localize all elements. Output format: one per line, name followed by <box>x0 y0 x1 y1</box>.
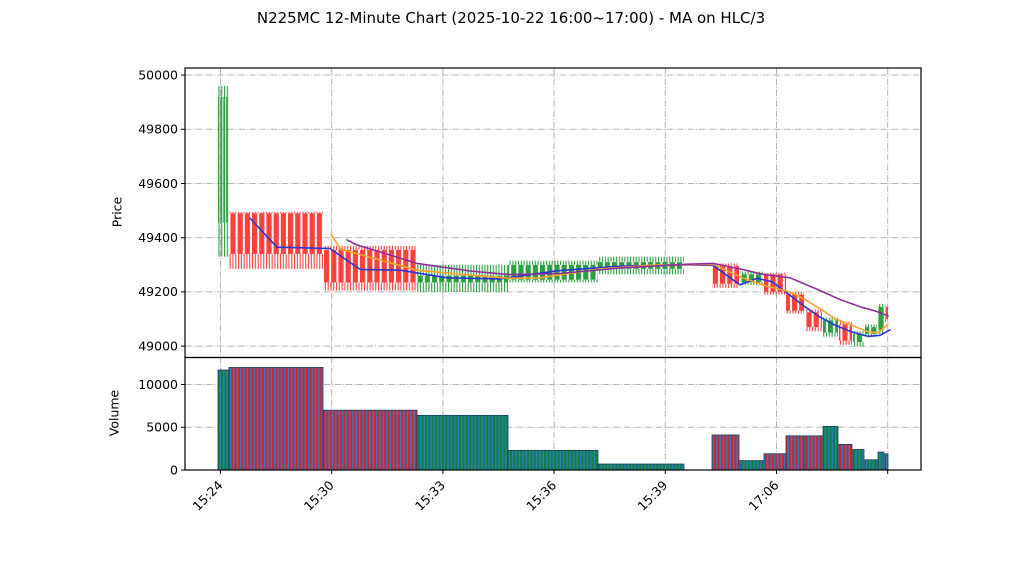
volume-panel-border <box>184 356 922 471</box>
candle-body <box>740 274 763 283</box>
x-tick-label: 15:30 <box>301 477 337 513</box>
price-tick-label: 49200 <box>138 284 178 299</box>
price-tick-label: 49000 <box>138 338 178 353</box>
candle-lower-wicks <box>417 282 508 292</box>
volume-bar <box>416 414 509 471</box>
candle-lower-wicks <box>839 340 852 345</box>
price-tick-label: 49600 <box>138 176 178 191</box>
candle-body <box>853 333 864 343</box>
candle-lower-wicks <box>786 310 804 314</box>
candle-upper-wicks <box>218 85 229 97</box>
candle-upper-wicks <box>885 305 888 307</box>
ma-fast-blue <box>249 217 891 338</box>
candle-lower-wicks <box>885 319 888 322</box>
volume-tick-label: 0 <box>170 462 178 477</box>
x-tick-label: 17:06 <box>746 477 782 513</box>
candle-lower-wicks <box>598 268 684 275</box>
volume-bar <box>884 453 889 471</box>
candle-lower-wicks <box>218 222 229 257</box>
candle-lower-wicks <box>712 283 739 288</box>
candle-upper-wicks <box>712 263 739 267</box>
candle-body <box>823 320 838 333</box>
candle-upper-wicks <box>229 211 323 214</box>
volume-bar <box>739 460 764 471</box>
ma-slow-purple <box>346 239 889 317</box>
candle-upper-wicks <box>865 324 877 328</box>
candle-lower-wicks <box>508 279 598 283</box>
volume-bar <box>852 449 865 471</box>
candle-upper-wicks <box>786 291 804 295</box>
volume-bar <box>785 435 805 471</box>
candle-body <box>805 312 822 328</box>
price-tick-label: 49800 <box>138 122 178 137</box>
candle-lower-wicks <box>740 282 763 286</box>
candle-upper-wicks <box>508 260 598 265</box>
volume-bar <box>864 459 878 471</box>
chart-title: N225MC 12-Minute Chart (2025-10-22 16:00… <box>256 9 766 27</box>
candle-lower-wicks <box>764 291 786 295</box>
candle-upper-wicks <box>323 245 417 250</box>
candle-upper-wicks <box>764 272 786 275</box>
candle-lower-wicks <box>229 253 323 269</box>
candle-lower-wicks <box>865 333 877 337</box>
volume-bar <box>838 443 853 471</box>
candle-upper-wicks <box>740 271 763 275</box>
ma-mid-orange <box>330 233 889 334</box>
candle-upper-wicks <box>598 256 684 263</box>
volume-bar <box>711 434 740 471</box>
candle-upper-wicks <box>878 304 884 307</box>
volume-bar <box>228 367 324 471</box>
x-tick-label: 15:24 <box>190 477 226 513</box>
volume-tick-label: 10000 <box>138 377 178 392</box>
candle-upper-wicks <box>823 317 838 321</box>
candle-body <box>218 96 229 223</box>
price-tick-label: 50000 <box>138 67 178 82</box>
candle-body <box>885 306 888 320</box>
candle-lower-wicks <box>853 342 864 347</box>
candle-body <box>508 264 598 280</box>
candle-lower-wicks <box>823 332 838 337</box>
volume-bar <box>507 449 599 471</box>
candle-lower-wicks <box>805 327 822 332</box>
candle-body <box>786 294 804 311</box>
volume-bar <box>822 426 839 471</box>
x-tick-label: 15:33 <box>412 478 448 514</box>
volume-tick-label: 5000 <box>146 420 178 435</box>
candle-lower-wicks <box>878 329 884 334</box>
candle-lower-wicks <box>323 282 417 291</box>
candle-upper-wicks <box>805 309 822 313</box>
candle-body <box>878 306 884 330</box>
x-tick-label: 15:36 <box>523 477 559 513</box>
price-tick-label: 49400 <box>138 230 178 245</box>
candle-upper-wicks <box>853 331 864 334</box>
volume-bar <box>877 451 885 471</box>
candle-body <box>865 327 877 334</box>
candle-body <box>417 275 508 283</box>
volume-bar <box>804 435 823 471</box>
x-tick-label: 15:39 <box>634 477 670 513</box>
volume-bar <box>217 369 230 471</box>
volume-bar <box>597 463 685 471</box>
volume-bar <box>763 453 787 471</box>
volume-bar <box>322 409 418 471</box>
